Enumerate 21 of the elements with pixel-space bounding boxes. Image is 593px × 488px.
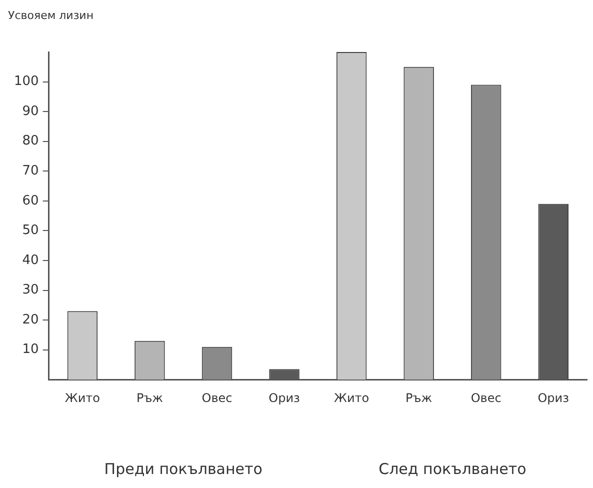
y-tick-label: 40 [22, 252, 39, 268]
y-tick-label: 10 [22, 342, 39, 358]
y-tick-label: 50 [22, 223, 39, 238]
x-tick-label: Овес [202, 390, 232, 405]
x-tick-label: Ориз [538, 390, 569, 405]
y-tick-label: 80 [22, 134, 39, 149]
y-tick-label: 100 [14, 74, 39, 90]
x-tick-label: Ръж [136, 390, 164, 405]
y-tick-label: 20 [22, 312, 39, 328]
y-tick-label: 30 [22, 282, 39, 298]
y-tick-label: 60 [22, 193, 39, 208]
y-tick-label: 70 [22, 164, 39, 178]
x-tick-label: Ръж [406, 390, 432, 405]
x-tick-label: Овес [470, 390, 502, 405]
y-axis-title: Усвояем лизин [8, 8, 94, 22]
text: След покълването [378, 460, 526, 478]
text: Преди покълването [104, 460, 262, 478]
x-tick-label: Жито [334, 390, 370, 405]
y-tick-label: 90 [22, 104, 39, 119]
x-tick-label: Ориз [268, 390, 300, 405]
x-tick-label: Жито [64, 390, 100, 405]
